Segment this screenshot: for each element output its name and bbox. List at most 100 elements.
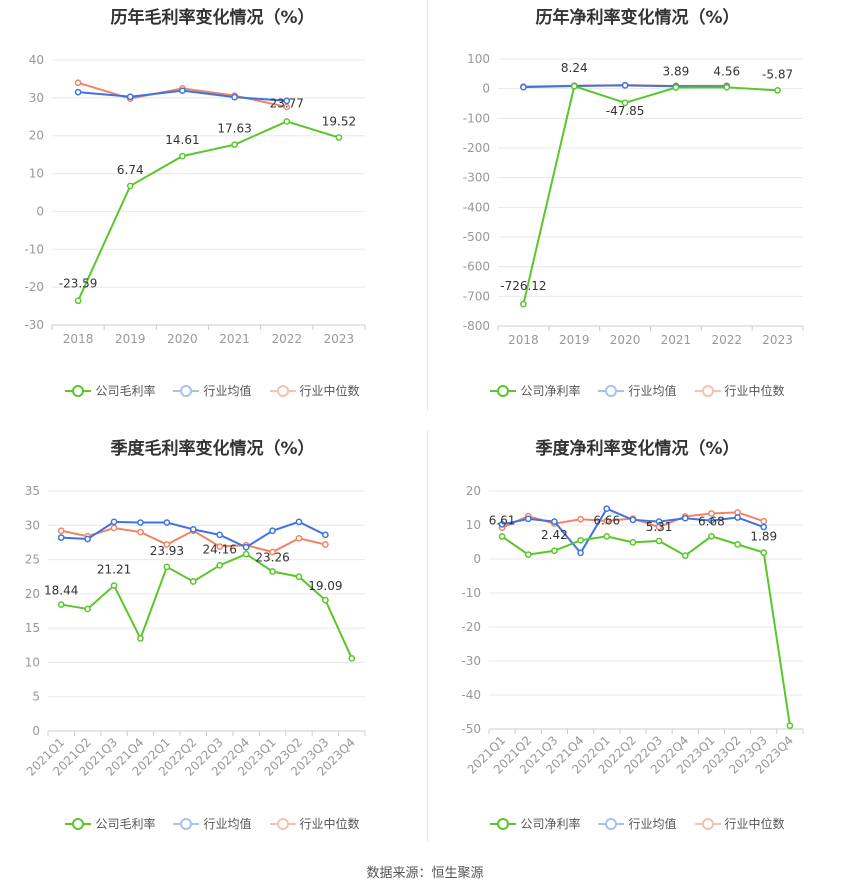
data-point-company[interactable] (629, 538, 637, 546)
data-point-company[interactable] (603, 533, 611, 540)
data-point-company[interactable] (126, 182, 134, 190)
data-point-industry-median[interactable] (163, 541, 171, 548)
legend-item-industry-median[interactable]: 行业中位数 (269, 815, 360, 832)
data-point-company[interactable] (163, 563, 171, 571)
data-point-company[interactable] (74, 297, 82, 305)
data-point-company[interactable] (570, 82, 578, 90)
data-point-industry-median[interactable] (57, 527, 65, 535)
data-point-company[interactable] (269, 568, 276, 575)
data-label: 14.61 (165, 133, 199, 147)
legend-item-company[interactable]: 公司净利率 (490, 815, 580, 832)
data-point-company[interactable] (216, 561, 224, 569)
y-tick-label: -100 (463, 111, 490, 125)
data-point-industry-avg[interactable] (231, 93, 238, 101)
data-point-company[interactable] (621, 99, 629, 107)
data-point-industry-avg[interactable] (216, 531, 224, 539)
data-point-company[interactable] (498, 533, 506, 540)
legend-item-industry-avg[interactable]: 行业均值 (598, 815, 677, 832)
data-point-company[interactable] (231, 141, 238, 149)
data-point-industry-avg[interactable] (629, 516, 637, 524)
data-point-company[interactable] (708, 532, 715, 540)
data-point-company[interactable] (524, 551, 532, 558)
data-point-industry-avg[interactable] (621, 82, 629, 89)
data-point-industry-median[interactable] (269, 548, 276, 556)
data-point-company[interactable] (577, 536, 584, 544)
data-point-company[interactable] (110, 582, 118, 589)
data-point-industry-median[interactable] (295, 534, 303, 542)
legend-item-industry-median[interactable]: 行业中位数 (269, 382, 360, 399)
data-label: -23.59 (59, 277, 98, 291)
data-point-company[interactable] (551, 547, 558, 555)
legend-item-company[interactable]: 公司毛利率 (65, 382, 155, 399)
data-point-industry-median[interactable] (137, 528, 144, 536)
data-point-industry-avg[interactable] (655, 518, 663, 525)
data-point-industry-avg[interactable] (760, 523, 768, 531)
data-point-industry-avg[interactable] (295, 518, 303, 526)
data-point-industry-avg[interactable] (524, 515, 532, 523)
data-point-industry-median[interactable] (577, 515, 584, 523)
data-point-company[interactable] (322, 596, 329, 604)
data-point-industry-avg[interactable] (520, 83, 527, 91)
data-point-industry-median[interactable] (216, 543, 224, 550)
data-point-company[interactable] (137, 635, 144, 642)
data-point-industry-median[interactable] (322, 541, 329, 548)
data-point-industry-avg[interactable] (708, 517, 715, 524)
y-tick-label: 20 (29, 129, 44, 143)
data-point-industry-avg[interactable] (84, 535, 91, 543)
data-point-industry-median[interactable] (708, 510, 715, 517)
data-point-company[interactable] (734, 541, 741, 548)
data-point-industry-median[interactable] (283, 103, 291, 111)
data-point-company[interactable] (84, 605, 91, 613)
data-label: 6.68 (698, 514, 725, 528)
data-point-company[interactable] (179, 152, 186, 160)
data-point-company[interactable] (348, 654, 356, 662)
data-point-company[interactable] (242, 550, 250, 558)
data-point-industry-avg[interactable] (189, 526, 197, 533)
data-point-company[interactable] (672, 84, 680, 91)
data-point-industry-avg[interactable] (269, 527, 276, 535)
data-point-industry-avg[interactable] (734, 514, 741, 521)
data-point-industry-avg[interactable] (74, 88, 82, 96)
legend-item-company[interactable]: 公司净利率 (490, 382, 580, 399)
data-label: 18.44 (44, 584, 78, 598)
data-point-company[interactable] (760, 549, 768, 556)
legend-item-industry-median[interactable]: 行业中位数 (694, 382, 785, 399)
data-point-industry-avg[interactable] (137, 519, 144, 526)
data-point-company[interactable] (520, 300, 527, 308)
data-point-company[interactable] (681, 552, 689, 559)
data-point-industry-median[interactable] (760, 517, 768, 525)
data-point-industry-avg[interactable] (681, 514, 689, 522)
data-point-industry-avg[interactable] (322, 531, 329, 539)
data-point-industry-median[interactable] (603, 517, 611, 525)
data-point-company[interactable] (723, 83, 731, 91)
data-point-industry-avg[interactable] (603, 505, 611, 513)
data-point-company[interactable] (774, 87, 781, 94)
data-point-company[interactable] (189, 578, 197, 585)
data-point-industry-avg[interactable] (242, 543, 250, 551)
data-point-industry-median[interactable] (74, 79, 82, 87)
legend-item-company[interactable]: 公司毛利率 (65, 815, 155, 832)
data-point-company[interactable] (295, 573, 303, 581)
legend-item-industry-median[interactable]: 行业中位数 (694, 815, 785, 832)
data-point-industry-avg[interactable] (110, 518, 118, 526)
x-tick-label: 2018 (63, 332, 94, 346)
data-point-company[interactable] (57, 601, 65, 608)
quarterly-net-margin-chart: 20100-10-20-30-40-502021Q12021Q22021Q320… (461, 484, 804, 777)
legend-symbol-green (490, 384, 517, 397)
data-point-industry-avg[interactable] (577, 549, 584, 557)
data-point-company[interactable] (283, 118, 291, 125)
data-point-industry-avg[interactable] (57, 534, 65, 541)
data-point-industry-avg[interactable] (163, 519, 171, 526)
data-point-company[interactable] (786, 722, 794, 729)
data-point-industry-avg[interactable] (551, 518, 558, 525)
data-point-company[interactable] (335, 134, 343, 141)
legend-item-industry-avg[interactable]: 行业均值 (598, 382, 677, 399)
data-point-industry-avg[interactable] (498, 520, 506, 528)
legend-item-industry-avg[interactable]: 行业均值 (173, 382, 252, 399)
data-point-industry-avg[interactable] (126, 93, 134, 101)
data-point-company[interactable] (655, 537, 663, 545)
data-point-industry-avg[interactable] (283, 97, 291, 105)
data-point-industry-avg[interactable] (179, 87, 186, 95)
legend-item-industry-avg[interactable]: 行业均值 (173, 815, 252, 832)
data-point-industry-median[interactable] (110, 524, 118, 532)
